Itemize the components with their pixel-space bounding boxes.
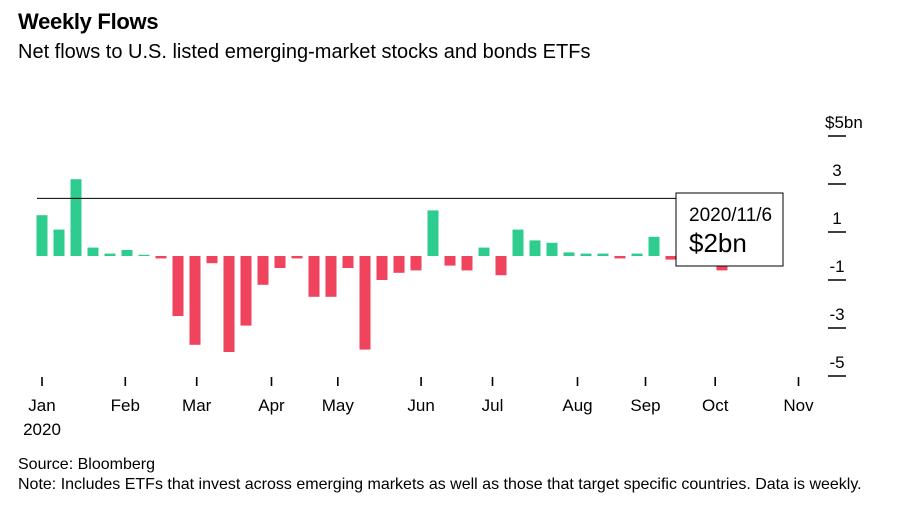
weekly-flows-chart: $5bn 3 1 -1 -3 -5 Jan 2020 Feb Mar Apr May Jun Jul Au… (23, 113, 863, 439)
bar (393, 256, 405, 273)
bar (138, 254, 150, 256)
bar (461, 256, 473, 271)
bars-group (36, 179, 779, 352)
source-note: Source: Bloomberg (18, 456, 155, 473)
bar (648, 236, 660, 256)
bar (359, 256, 371, 350)
bar (240, 256, 252, 326)
bar (512, 229, 524, 256)
y-tick-label: 3 (832, 161, 841, 180)
tooltip: 2020/11/6 $2bn (675, 192, 784, 267)
footer: Source: Bloomberg Note: Includes ETFs th… (18, 455, 878, 495)
x-tick-label: Nov (783, 396, 814, 415)
y-tick-label: 1 (832, 209, 841, 228)
bar (172, 256, 184, 316)
x-tick-label: May (322, 396, 355, 415)
bar (427, 210, 439, 256)
methodology-note: Note: Includes ETFs that invest across e… (18, 476, 862, 493)
bar (563, 252, 575, 256)
y-tick-label: -5 (829, 353, 844, 372)
bar (665, 256, 677, 260)
x-tick-label: Mar (182, 396, 212, 415)
bar (546, 242, 558, 256)
bar (223, 256, 235, 352)
x-tick-label: Jun (407, 396, 434, 415)
x-axis: Jan 2020 Feb Mar Apr May Jun Jul Aug Sep Oct Nov (23, 377, 814, 439)
bar (444, 256, 456, 266)
x-tick-label: Apr (258, 396, 285, 415)
tooltip-box (675, 192, 784, 267)
chart-subtitle: Net flows to U.S. listed emerging-market… (18, 41, 591, 63)
y-tick-label: -3 (829, 305, 844, 324)
y-tick-label: $5bn (825, 113, 863, 132)
bar (529, 240, 541, 256)
bar (614, 256, 626, 259)
tooltip-value: $2bn (689, 228, 747, 258)
bar (495, 256, 507, 276)
x-tick-label: Feb (111, 396, 140, 415)
bar (87, 247, 99, 256)
bar (376, 256, 388, 280)
bar (274, 256, 286, 268)
bar (104, 253, 116, 256)
bar (121, 250, 133, 256)
bar (155, 256, 167, 259)
bar (410, 256, 422, 271)
x-tick-label: Aug (562, 396, 592, 415)
tooltip-date: 2020/11/6 (689, 205, 772, 226)
y-tick-label: -1 (829, 257, 844, 276)
bar (36, 215, 48, 256)
bar (257, 256, 269, 285)
bar (325, 256, 337, 297)
chart-title: Weekly Flows (18, 9, 159, 34)
bar (53, 229, 65, 256)
bar (580, 253, 592, 256)
x-tick-label: Jul (482, 396, 504, 415)
bar (631, 253, 643, 256)
bar (70, 179, 82, 256)
bar (291, 256, 303, 259)
y-axis: $5bn 3 1 -1 -3 -5 (825, 113, 863, 377)
x-tick-label: Jan (28, 396, 55, 415)
bar (308, 256, 320, 297)
bar (206, 256, 218, 264)
bar (597, 253, 609, 256)
x-tick-label: Oct (702, 396, 729, 415)
bar (342, 256, 354, 268)
x-tick-label: Sep (630, 396, 660, 415)
bar (478, 247, 490, 256)
x-tick-sublabel: 2020 (23, 420, 61, 439)
bar (189, 256, 201, 345)
